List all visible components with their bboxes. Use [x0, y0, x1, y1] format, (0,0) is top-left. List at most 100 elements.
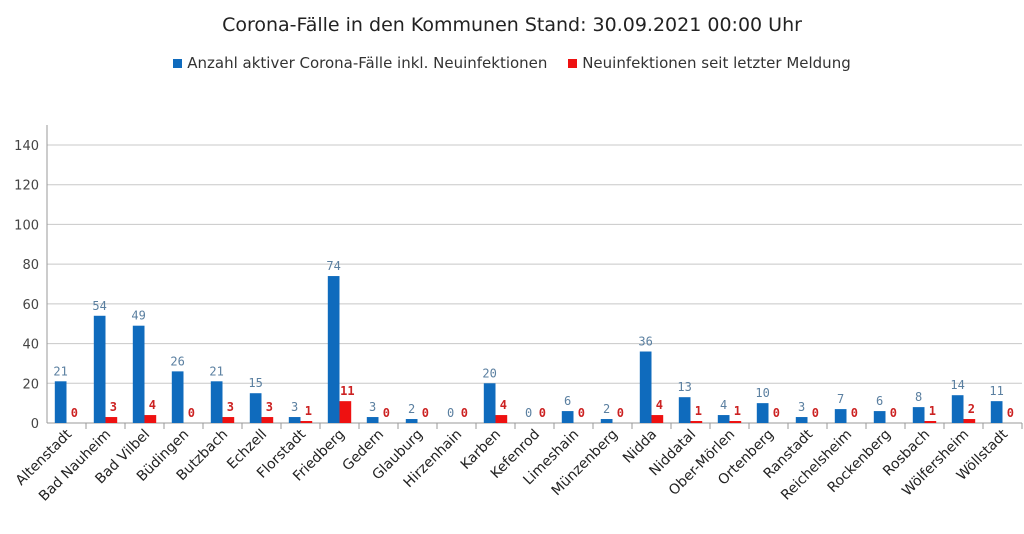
- data-label-active: 21: [53, 364, 67, 378]
- data-label-active: 36: [638, 335, 652, 349]
- data-label-new: 0: [422, 406, 429, 420]
- bar-new: [300, 421, 313, 423]
- data-label-new: 2: [968, 402, 975, 416]
- chart-title: Corona-Fälle in den Kommunen Stand: 30.0…: [222, 14, 802, 36]
- data-label-active: 13: [677, 380, 691, 394]
- bar-active: [171, 371, 184, 423]
- data-label-new: 0: [617, 406, 624, 420]
- bar-active: [93, 315, 106, 423]
- data-label-new: 0: [188, 406, 195, 420]
- data-label-active: 26: [170, 354, 184, 368]
- data-label-new: 1: [305, 404, 312, 418]
- data-label-new: 0: [461, 406, 468, 420]
- y-tick-label: 0: [31, 417, 39, 432]
- bar-new: [222, 417, 235, 423]
- data-label-active: 54: [92, 299, 106, 313]
- bar-active: [288, 417, 301, 423]
- data-label-new: 0: [812, 406, 819, 420]
- bar-new: [339, 401, 352, 423]
- bar-active: [405, 419, 418, 423]
- data-label-active: 2: [603, 402, 610, 416]
- data-label-active: 2: [408, 402, 415, 416]
- y-tick-label: 120: [14, 179, 39, 194]
- bar-active: [756, 403, 769, 423]
- bar-new: [105, 417, 118, 423]
- bar-new: [729, 421, 742, 423]
- data-label-new: 0: [71, 406, 78, 420]
- bar-active: [327, 276, 340, 423]
- data-label-active: 20: [482, 366, 496, 380]
- data-label-active: 0: [447, 406, 454, 420]
- y-tick-label: 100: [14, 218, 39, 233]
- data-label-new: 1: [695, 404, 702, 418]
- bar-active: [951, 395, 964, 423]
- y-tick-label: 40: [22, 338, 39, 353]
- data-label-active: 4: [720, 398, 727, 412]
- bar-active: [210, 381, 223, 423]
- data-label-new: 0: [578, 406, 585, 420]
- data-label-active: 8: [915, 390, 922, 404]
- bar-active: [54, 381, 67, 423]
- bar-active: [990, 401, 1003, 423]
- data-label-active: 49: [131, 309, 145, 323]
- y-tick-label: 20: [22, 377, 39, 392]
- y-tick-label: 80: [22, 258, 39, 273]
- data-label-new: 0: [539, 406, 546, 420]
- data-label-new: 0: [851, 406, 858, 420]
- data-label-active: 3: [369, 400, 376, 414]
- bar-active: [561, 411, 574, 423]
- data-label-active: 14: [950, 378, 964, 392]
- data-label-active: 6: [564, 394, 571, 408]
- bar-new: [690, 421, 703, 423]
- data-label-new: 3: [110, 400, 117, 414]
- bar-active: [912, 407, 925, 423]
- legend: Anzahl aktiver Corona-Fälle inkl. Neuinf…: [0, 54, 1024, 72]
- data-label-active: 3: [291, 400, 298, 414]
- bar-active: [483, 383, 496, 423]
- data-label-new: 3: [266, 400, 273, 414]
- bar-active: [873, 411, 886, 423]
- legend-item-new: Neuinfektionen seit letzter Meldung: [568, 54, 851, 72]
- bar-active: [678, 397, 691, 423]
- data-label-new: 0: [773, 406, 780, 420]
- data-label-new: 0: [1007, 406, 1014, 420]
- bar-active: [366, 417, 379, 423]
- bar-new: [963, 419, 976, 423]
- y-tick-label: 140: [14, 139, 39, 154]
- legend-item-active: Anzahl aktiver Corona-Fälle inkl. Neuinf…: [173, 54, 547, 72]
- bar-active: [132, 325, 145, 423]
- data-label-active: 0: [525, 406, 532, 420]
- bar-active: [249, 393, 262, 423]
- data-label-new: 11: [340, 384, 354, 398]
- legend-swatch: [568, 59, 578, 68]
- bar-new: [144, 415, 157, 423]
- legend-label: Anzahl aktiver Corona-Fälle inkl. Neuinf…: [187, 54, 548, 72]
- data-label-new: 4: [149, 398, 156, 412]
- bar-new: [495, 415, 508, 423]
- legend-swatch: [173, 59, 183, 68]
- data-label-active: 11: [989, 384, 1003, 398]
- data-label-active: 15: [248, 376, 262, 390]
- bar-active: [795, 417, 808, 423]
- data-label-new: 0: [383, 406, 390, 420]
- bar-active: [639, 351, 652, 423]
- bar-active: [834, 409, 847, 423]
- data-label-active: 21: [209, 364, 223, 378]
- y-tick-label: 60: [22, 298, 39, 313]
- legend-label: Neuinfektionen seit letzter Meldung: [582, 54, 851, 72]
- data-label-active: 7: [837, 392, 844, 406]
- bar-active: [600, 419, 613, 423]
- data-label-active: 74: [326, 259, 340, 273]
- bar-new: [924, 421, 937, 423]
- data-label-active: 10: [755, 386, 769, 400]
- bar-active: [717, 415, 730, 423]
- data-label-new: 4: [500, 398, 507, 412]
- bar-new: [651, 415, 664, 423]
- data-label-active: 3: [798, 400, 805, 414]
- data-label-new: 1: [929, 404, 936, 418]
- bar-new: [261, 417, 274, 423]
- data-label-new: 0: [890, 406, 897, 420]
- data-label-new: 3: [227, 400, 234, 414]
- data-label-new: 4: [656, 398, 663, 412]
